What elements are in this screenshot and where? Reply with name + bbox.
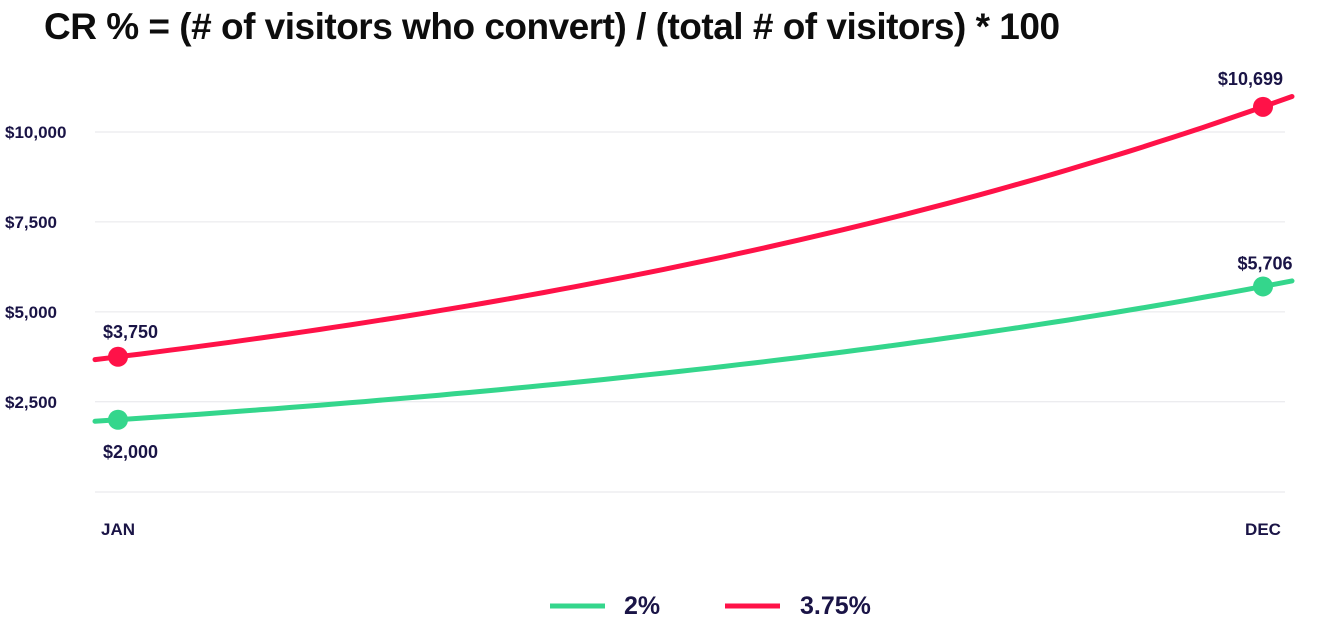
legend-label[interactable]: 3.75% — [800, 592, 871, 620]
x-axis: JAN DEC — [101, 520, 1281, 539]
series-line — [92, 278, 1295, 424]
chart-title: CR % = (# of visitors who convert) / (to… — [44, 6, 1060, 47]
x-tick-label: DEC — [1245, 520, 1281, 539]
y-tick-label: $2,500 — [5, 393, 57, 412]
data-point[interactable] — [108, 346, 128, 367]
series-line — [92, 94, 1295, 363]
data-point[interactable] — [1253, 96, 1273, 117]
grid-lines — [95, 131, 1285, 493]
data-point[interactable] — [1253, 276, 1273, 297]
series-group: $2,000 $5,706 $3,750 $10,699 — [92, 69, 1295, 462]
data-label: $2,000 — [103, 442, 158, 462]
data-point[interactable] — [108, 409, 128, 430]
legend-label[interactable]: 2% — [624, 592, 660, 620]
data-label: $10,699 — [1218, 69, 1283, 89]
y-axis: $2,500 $5,000 $7,500 $10,000 — [5, 123, 66, 412]
y-tick-label: $5,000 — [5, 303, 57, 322]
data-label: $5,706 — [1237, 253, 1292, 273]
x-tick-label: JAN — [101, 520, 135, 539]
y-tick-label: $7,500 — [5, 213, 57, 232]
data-label: $3,750 — [103, 322, 158, 342]
y-tick-label: $10,000 — [5, 123, 66, 142]
legend[interactable]: 2% 3.75% — [550, 592, 871, 620]
